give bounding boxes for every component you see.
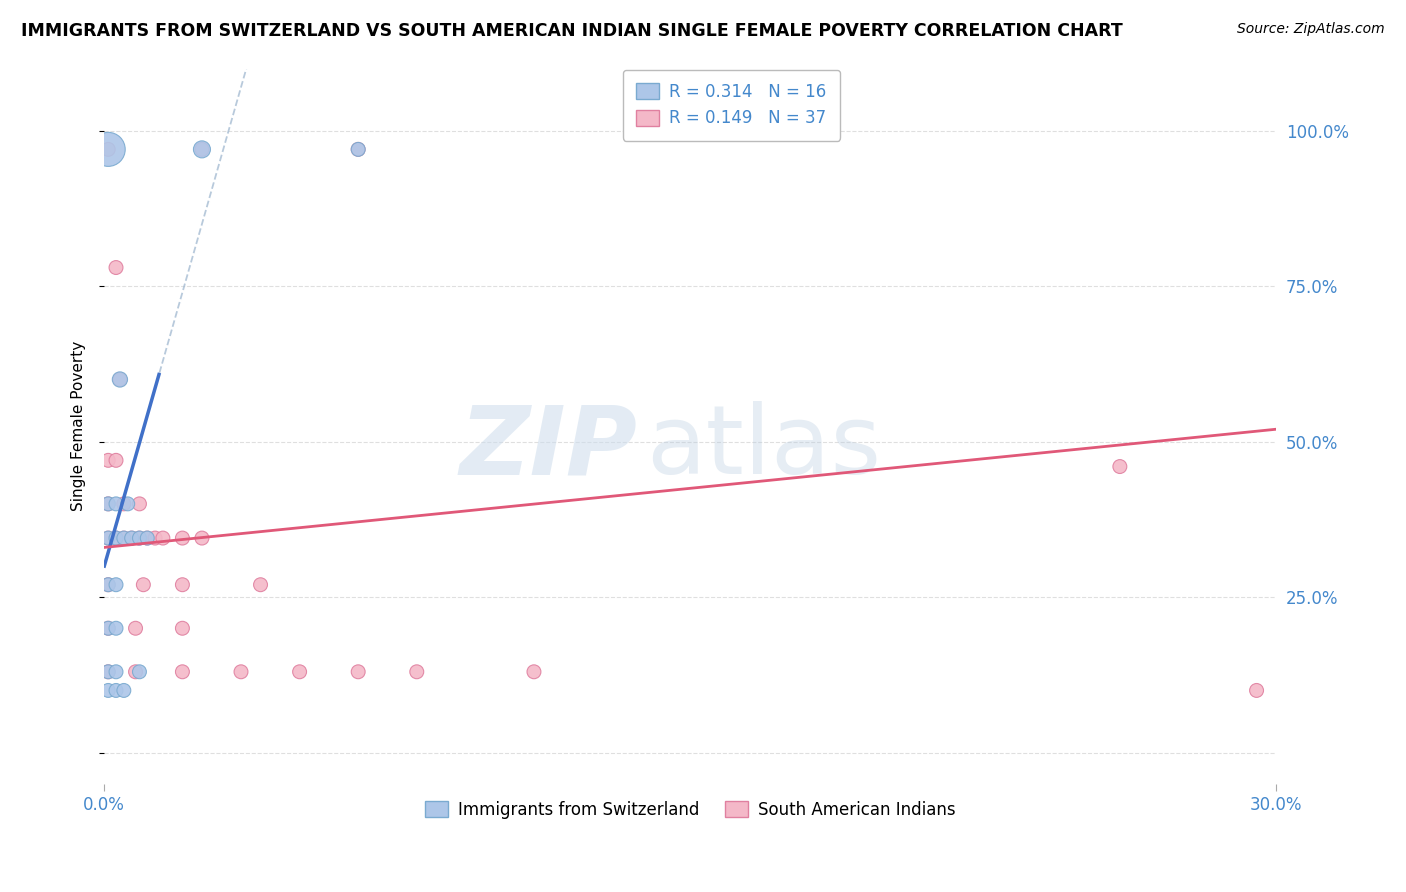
Point bbox=[97, 531, 120, 545]
Point bbox=[172, 531, 194, 545]
Point bbox=[112, 497, 135, 511]
Point bbox=[105, 683, 128, 698]
Point bbox=[121, 531, 143, 545]
Point bbox=[288, 665, 311, 679]
Point bbox=[105, 260, 128, 275]
Point bbox=[143, 531, 166, 545]
Point bbox=[1246, 683, 1268, 698]
Point bbox=[112, 531, 135, 545]
Text: Source: ZipAtlas.com: Source: ZipAtlas.com bbox=[1237, 22, 1385, 37]
Point bbox=[191, 142, 214, 156]
Point bbox=[121, 531, 143, 545]
Point bbox=[1108, 459, 1130, 474]
Point bbox=[97, 142, 120, 156]
Point bbox=[191, 142, 214, 156]
Point bbox=[97, 531, 120, 545]
Point bbox=[97, 621, 120, 635]
Point bbox=[229, 665, 252, 679]
Point bbox=[97, 142, 120, 156]
Point bbox=[105, 453, 128, 467]
Point bbox=[172, 578, 194, 592]
Point bbox=[97, 683, 120, 698]
Point bbox=[97, 453, 120, 467]
Point bbox=[136, 531, 159, 545]
Point bbox=[128, 531, 150, 545]
Point bbox=[112, 683, 135, 698]
Text: ZIP: ZIP bbox=[460, 401, 637, 494]
Point bbox=[105, 665, 128, 679]
Point bbox=[108, 372, 131, 386]
Point bbox=[117, 497, 139, 511]
Point bbox=[191, 531, 214, 545]
Point bbox=[97, 578, 120, 592]
Point bbox=[405, 665, 427, 679]
Point bbox=[105, 578, 128, 592]
Point bbox=[347, 142, 370, 156]
Point bbox=[347, 665, 370, 679]
Point bbox=[128, 665, 150, 679]
Point bbox=[124, 665, 146, 679]
Point bbox=[172, 621, 194, 635]
Point bbox=[136, 531, 159, 545]
Point bbox=[347, 142, 370, 156]
Text: IMMIGRANTS FROM SWITZERLAND VS SOUTH AMERICAN INDIAN SINGLE FEMALE POVERTY CORRE: IMMIGRANTS FROM SWITZERLAND VS SOUTH AME… bbox=[21, 22, 1123, 40]
Point bbox=[152, 531, 174, 545]
Point bbox=[112, 531, 135, 545]
Point bbox=[105, 531, 128, 545]
Point bbox=[249, 578, 271, 592]
Point bbox=[105, 497, 128, 511]
Y-axis label: Single Female Poverty: Single Female Poverty bbox=[72, 341, 86, 511]
Point bbox=[97, 665, 120, 679]
Point bbox=[105, 531, 128, 545]
Legend: Immigrants from Switzerland, South American Indians: Immigrants from Switzerland, South Ameri… bbox=[418, 794, 962, 825]
Text: atlas: atlas bbox=[645, 401, 880, 494]
Point bbox=[105, 621, 128, 635]
Point bbox=[523, 665, 546, 679]
Point bbox=[172, 665, 194, 679]
Point bbox=[124, 621, 146, 635]
Point bbox=[97, 578, 120, 592]
Point bbox=[108, 372, 131, 386]
Point bbox=[97, 621, 120, 635]
Point bbox=[97, 665, 120, 679]
Point bbox=[128, 497, 150, 511]
Point bbox=[97, 497, 120, 511]
Point bbox=[132, 578, 155, 592]
Point bbox=[128, 531, 150, 545]
Point bbox=[97, 497, 120, 511]
